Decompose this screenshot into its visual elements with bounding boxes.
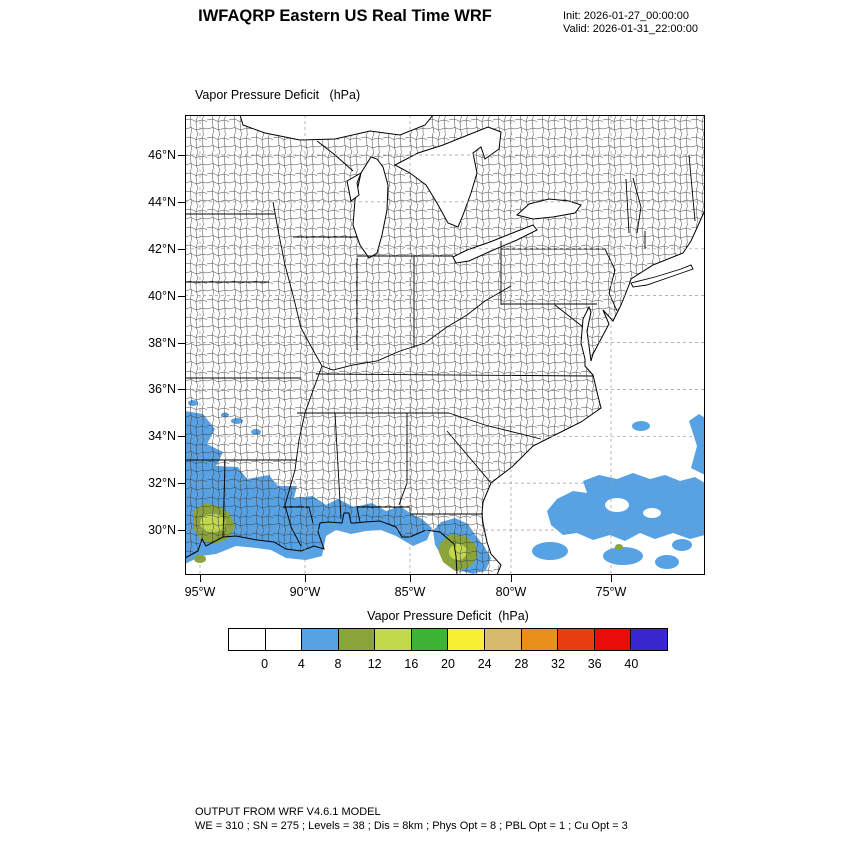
coastline — [184, 114, 706, 576]
colorbar-box-6 — [448, 629, 486, 650]
green-bay — [346, 171, 362, 202]
lat-tick — [178, 389, 185, 391]
colorbar-box-3 — [338, 629, 376, 650]
page-title: IWFAQRP Eastern US Real Time WRF — [198, 7, 492, 25]
lat-tick-label: 44°N — [148, 194, 176, 209]
colorbar-title: Vapor Pressure Deficit (hPa) — [367, 609, 529, 623]
lon-tick-label: 95°W — [184, 585, 216, 599]
lat-tick-label: 36°N — [148, 382, 176, 397]
lon-tick — [410, 575, 411, 582]
colorbar-tick-label: 20 — [441, 657, 455, 671]
colorbar-tick-label: 24 — [477, 657, 492, 671]
colorbar-tick-label: 32 — [551, 657, 565, 671]
colorbar-box-10 — [594, 629, 632, 650]
lat-tick — [178, 295, 185, 297]
map-panel — [184, 114, 706, 576]
lat-tick — [178, 530, 185, 531]
lon-tick — [305, 575, 306, 582]
lat-tick — [178, 201, 185, 203]
colorbar-tick-label: 8 — [334, 657, 342, 671]
lon-tick — [611, 575, 612, 582]
vpd-speck-ocean-green — [615, 544, 623, 550]
lat-tick-label: 42°N — [148, 241, 176, 256]
colorbar-tick-label: 36 — [587, 657, 602, 671]
footer-model-line: OUTPUT FROM WRF V4.6.1 MODEL — [195, 806, 381, 818]
vpd-patch-ocean — [532, 542, 568, 560]
colorbar-box-0 — [229, 629, 266, 650]
lat-tick — [178, 342, 185, 344]
vpd-patch-ocean — [655, 555, 679, 569]
colorbar-tick-labels: 0 4 8 12 16 20 24 28 32 36 40 — [228, 657, 668, 672]
colorbar-box-11 — [631, 629, 667, 650]
init-time-label: Init: 2026-01-27_00:00:00 — [563, 10, 689, 22]
lake-huron — [393, 126, 502, 228]
vpd-patch-ocean — [672, 539, 692, 551]
lake-michigan — [352, 156, 389, 259]
lake-ontario — [515, 198, 582, 220]
colorbar-box-8 — [521, 629, 559, 650]
long-island — [630, 264, 694, 288]
lat-tick-label: 30°N — [148, 523, 176, 537]
vpd-patch-ocean — [632, 421, 650, 431]
map-frame — [185, 115, 705, 575]
valid-time-label: Valid: 2026-01-31_22:00:00 — [563, 23, 698, 35]
lon-tick-label: 85°W — [394, 585, 426, 599]
lon-tick-label: 75°W — [595, 585, 627, 599]
colorbar-box-7 — [485, 629, 522, 650]
lon-tick-label: 90°W — [289, 585, 321, 599]
vpd-patch-ocean — [603, 547, 643, 565]
map-field-title: Vapor Pressure Deficit (hPa) — [195, 88, 361, 102]
colorbar-box-1 — [265, 629, 303, 650]
lake-superior — [239, 114, 435, 141]
colorbar-box-2 — [302, 629, 339, 650]
colorbar — [228, 628, 668, 651]
great-lakes — [239, 114, 582, 264]
lat-tick — [178, 436, 185, 438]
lat-tick-label: 32°N — [148, 476, 176, 491]
map-canvas — [184, 114, 706, 576]
lat-tick-label: 38°N — [148, 335, 176, 350]
colorbar-tick-label: 0 — [261, 657, 269, 671]
lat-tick-label: 40°N — [148, 288, 176, 303]
colorbar-box-5 — [411, 629, 449, 650]
colorbar-tick-label: 16 — [404, 657, 419, 671]
lon-tick-label: 80°W — [495, 585, 527, 599]
colorbar-tick-label: 40 — [624, 657, 639, 671]
colorbar-box-9 — [558, 629, 595, 650]
lat-tick — [178, 248, 185, 250]
lon-tick — [200, 575, 201, 582]
lat-tick-label: 34°N — [148, 429, 176, 444]
vpd-region-atlantic — [547, 473, 705, 541]
colorbar-tick-label: 12 — [367, 657, 382, 671]
colorbar-box-4 — [375, 629, 412, 650]
colorbar-tick-label: 4 — [297, 657, 305, 671]
lat-tick-label: 46°N — [148, 148, 176, 162]
lon-tick — [511, 575, 512, 582]
vpd-region-atlantic-edge — [689, 414, 705, 475]
latlon-gridlines — [185, 115, 705, 575]
colorbar-tick-label: 28 — [514, 657, 529, 671]
footer-config-line: WE = 310 ; SN = 275 ; Levels = 38 ; Dis … — [195, 820, 628, 832]
lake-erie — [452, 224, 538, 264]
lat-tick — [178, 483, 185, 485]
lat-tick — [178, 155, 185, 156]
